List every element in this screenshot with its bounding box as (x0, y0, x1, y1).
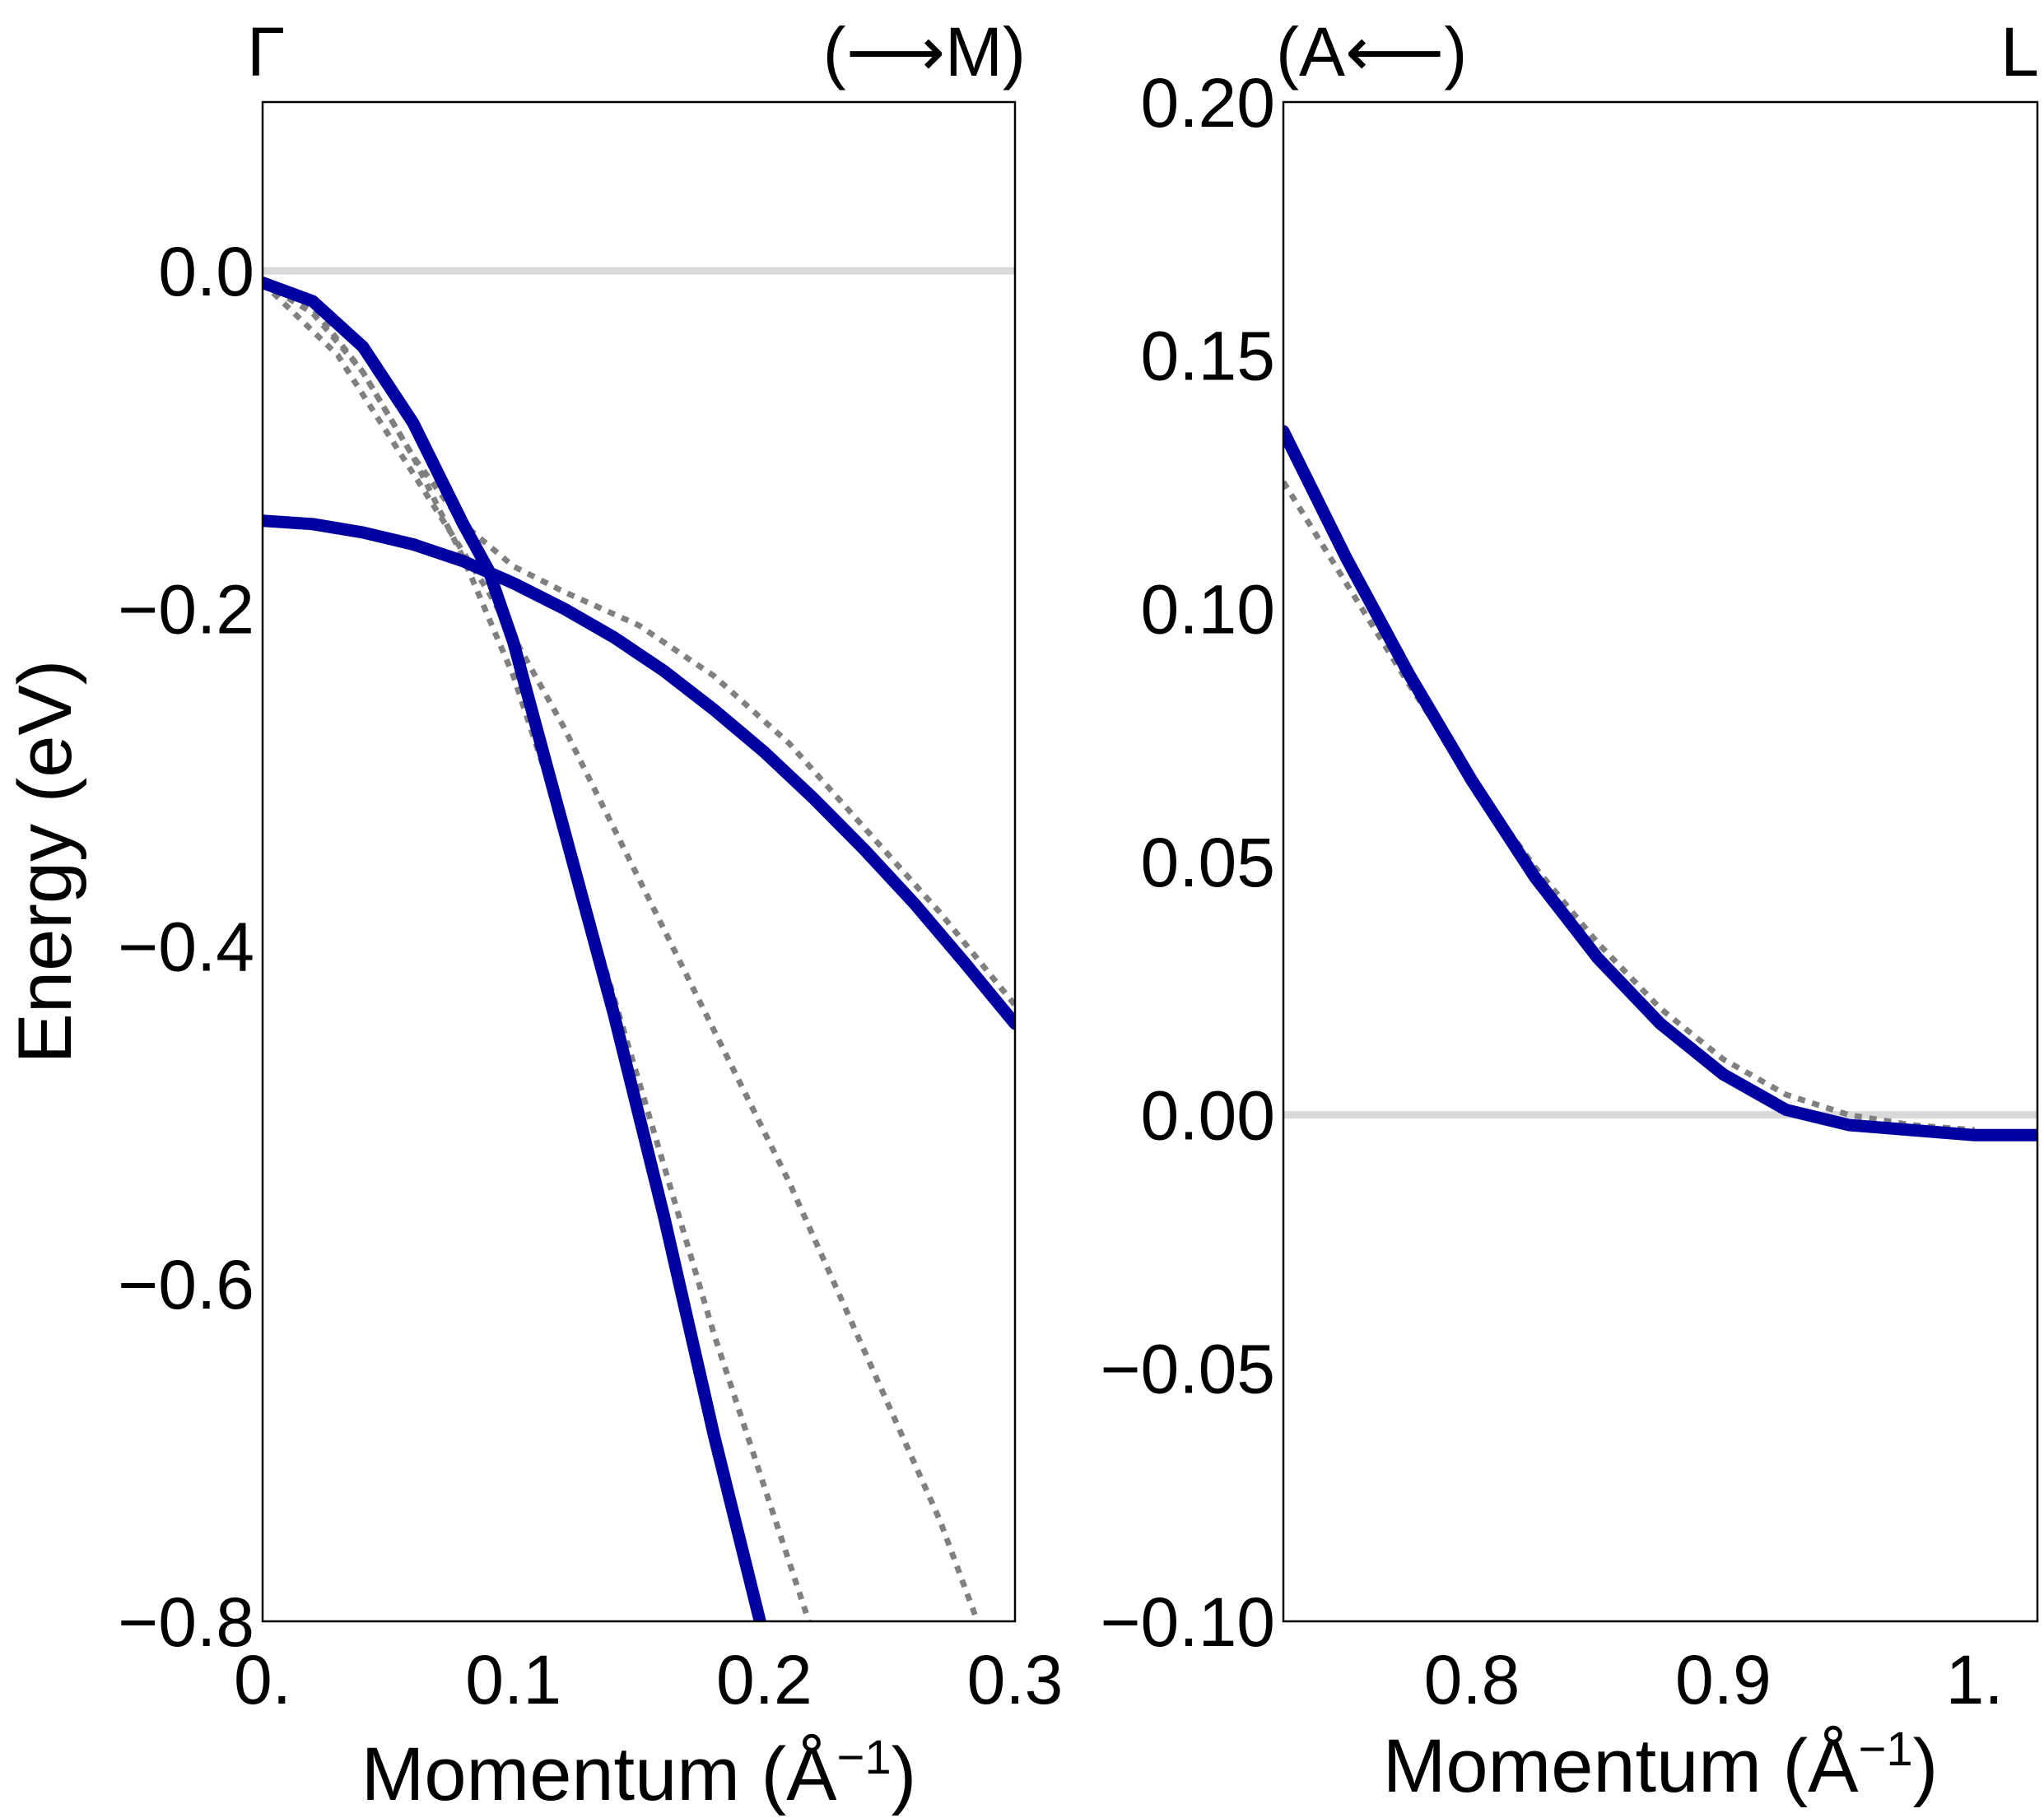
right-corner-label-right: L (2000, 13, 2039, 91)
right-xlabel-sup: −1 (1858, 1723, 1912, 1776)
left-plot-frame (261, 100, 1017, 1623)
left-series-2-line (263, 280, 812, 1621)
left-ytick-labels: −0.8 −0.6 −0.4 −0.2 0.0 (118, 233, 254, 1661)
right-ytick-label: 0.10 (1141, 570, 1276, 648)
left-ytick-label: 0.0 (158, 233, 254, 310)
right-corner-label-left: (A⟵) (1276, 13, 1467, 91)
right-plot-frame (1282, 100, 2039, 1623)
left-corner-label-right: (⟶M) (823, 13, 1026, 91)
right-xtick-label: 0.9 (1675, 1641, 1772, 1718)
right-xtick-labels: 0.8 0.9 1. (1424, 1641, 2004, 1718)
right-x-axis-label: Momentum (Å−1) (1383, 1723, 1938, 1808)
left-xlabel-main: Momentum (Å (361, 1732, 837, 1816)
left-corner-label-left: Γ (247, 13, 285, 91)
left-series-3-line (263, 280, 981, 1621)
left-series-1-line (263, 514, 1015, 1030)
right-series-1-line (1283, 480, 1975, 1133)
right-ytick-labels: −0.10 −0.05 0.00 0.05 0.10 0.15 0.20 (1100, 64, 1275, 1661)
left-series-group (263, 277, 1015, 1621)
right-series-group (1283, 425, 2037, 1141)
left-ytick-label: −0.2 (118, 570, 254, 648)
left-xtick-label: 0.2 (716, 1641, 812, 1718)
right-ytick-label: −0.05 (1100, 1330, 1275, 1407)
left-ytick-label: −0.8 (118, 1583, 254, 1661)
right-ytick-label: −0.10 (1100, 1583, 1275, 1661)
left-y-axis-label: Energy (eV) (3, 660, 87, 1064)
right-xtick-label: 0.8 (1424, 1641, 1520, 1718)
left-series-4-line (263, 280, 1015, 1007)
left-ytick-label: −0.4 (118, 909, 254, 986)
right-ytick-label: 0.15 (1141, 318, 1276, 395)
right-ytick-label: 0.00 (1141, 1077, 1276, 1155)
left-xtick-label: 0.1 (465, 1641, 561, 1718)
left-x-axis-label: Momentum (Å−1) (361, 1731, 916, 1816)
left-series-0-line (263, 277, 766, 1621)
left-xtick-label: 0. (234, 1641, 291, 1718)
right-ytick-label: 0.05 (1141, 824, 1276, 901)
right-ytick-label: 0.20 (1141, 64, 1276, 142)
left-ytick-label: −0.6 (118, 1246, 254, 1323)
right-xlabel-end: ) (1913, 1724, 1939, 1808)
left-panel: 0. 0.1 0.2 0.3 −0.8 −0.6 −0.4 −0.2 0.0 Γ (⟶M) M… (3, 13, 1063, 1816)
left-xlabel-sup: −1 (836, 1731, 891, 1784)
left-xlabel-end: ) (892, 1732, 917, 1816)
right-xtick-label: 1. (1946, 1641, 2004, 1718)
right-series-0-line (1283, 425, 2037, 1141)
right-panel: 0.8 0.9 1. −0.10−0.050.000.050.100.150.20 … (1100, 13, 2039, 1808)
right-xlabel-main: Momentum (Å (1383, 1724, 1859, 1808)
left-xtick-labels: 0. 0.1 0.2 0.3 (234, 1641, 1063, 1718)
left-xtick-label: 0.3 (967, 1641, 1064, 1718)
